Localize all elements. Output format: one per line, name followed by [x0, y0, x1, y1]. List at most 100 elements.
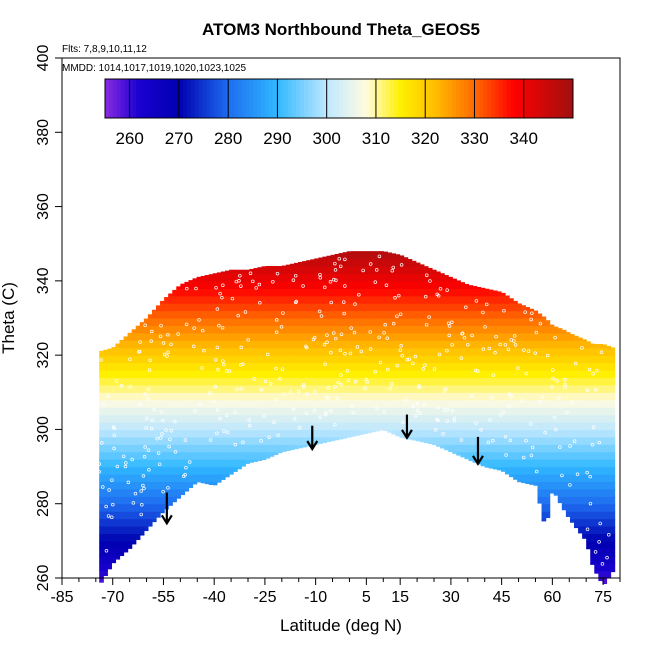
theta-cell [168, 466, 173, 475]
theta-cell [143, 377, 149, 386]
theta-cell [298, 273, 303, 282]
theta-cell [444, 377, 449, 386]
colorbar-segment [549, 79, 554, 118]
observation-point [198, 402, 202, 406]
theta-cell [338, 362, 344, 371]
theta-cell [521, 332, 526, 341]
theta-cell [237, 466, 242, 470]
theta-cell [606, 355, 612, 364]
theta-cell [147, 377, 153, 386]
theta-cell [314, 258, 319, 260]
theta-cell [281, 266, 287, 275]
theta-cell [610, 347, 616, 356]
theta-cell [468, 303, 474, 312]
observation-point [368, 330, 372, 334]
theta-cell [383, 355, 388, 364]
theta-cell [212, 273, 218, 282]
theta-cell [156, 429, 161, 438]
theta-cell [480, 444, 486, 453]
theta-cell [237, 340, 242, 349]
theta-cell [399, 414, 405, 423]
theta-cell [362, 295, 368, 304]
theta-cell [448, 310, 453, 319]
theta-cell [354, 422, 360, 431]
theta-cell [196, 303, 202, 312]
theta-cell [180, 422, 186, 431]
theta-cell [367, 332, 372, 341]
theta-cell [375, 362, 380, 371]
theta-cell [119, 488, 125, 497]
theta-cell [168, 407, 173, 416]
theta-cell [610, 355, 616, 364]
theta-cell [464, 414, 470, 423]
theta-cell [99, 533, 104, 542]
theta-cell [107, 488, 112, 497]
colorbar-segment [350, 79, 356, 118]
theta-cell [460, 377, 466, 386]
theta-cell [354, 332, 360, 341]
observation-point [323, 412, 328, 417]
theta-cell [431, 347, 437, 356]
theta-cell [281, 436, 287, 445]
theta-cell [147, 474, 153, 483]
theta-cell [135, 422, 141, 431]
observation-point [349, 326, 354, 330]
theta-cell [168, 488, 173, 497]
theta-cell [298, 436, 303, 445]
theta-cell [391, 310, 397, 319]
theta-cell [407, 325, 413, 334]
colorbar-segment [393, 79, 398, 118]
theta-cell [375, 407, 380, 416]
theta-cell [103, 518, 108, 527]
theta-cell [338, 266, 344, 275]
theta-cell [500, 436, 506, 445]
theta-cell [277, 407, 283, 416]
theta-cell [367, 251, 372, 260]
colorbar-segment [553, 79, 558, 118]
theta-cell [431, 303, 437, 312]
theta-cell [464, 295, 470, 304]
observation-point [510, 394, 514, 399]
theta-cell [557, 384, 563, 393]
theta-cell [452, 407, 457, 416]
theta-cell [293, 392, 299, 401]
observation-point [152, 407, 157, 412]
theta-cell [269, 295, 275, 304]
theta-cell [188, 384, 194, 393]
theta-cell [318, 266, 323, 275]
observation-point [337, 256, 341, 261]
theta-cell [431, 332, 437, 341]
theta-cell [436, 347, 441, 356]
theta-cell [285, 414, 291, 423]
theta-cell [440, 384, 445, 393]
theta-cell [273, 280, 279, 289]
theta-cell [277, 377, 283, 386]
theta-cell [135, 340, 141, 349]
theta-cell [537, 340, 543, 349]
theta-cell [565, 414, 571, 423]
theta-cell [261, 288, 267, 297]
theta-cell [127, 370, 133, 379]
theta-cell [212, 362, 218, 371]
theta-cell [160, 429, 165, 438]
theta-cell [399, 384, 405, 393]
theta-cell [492, 325, 498, 334]
theta-cell [293, 318, 299, 327]
theta-cell [375, 377, 380, 386]
theta-cell [399, 295, 405, 304]
theta-cell [460, 370, 466, 379]
theta-cell [415, 295, 421, 304]
theta-cell [448, 436, 453, 445]
observation-point [104, 504, 108, 509]
theta-cell [281, 288, 287, 297]
theta-cell [176, 310, 181, 319]
theta-cell [549, 436, 555, 445]
theta-cell [318, 429, 323, 438]
theta-cell [594, 436, 599, 445]
theta-cell [500, 451, 506, 460]
theta-cell [541, 370, 547, 379]
observation-point [301, 284, 305, 288]
theta-cell [245, 303, 250, 312]
theta-cell [180, 303, 186, 312]
theta-cell [594, 474, 599, 483]
